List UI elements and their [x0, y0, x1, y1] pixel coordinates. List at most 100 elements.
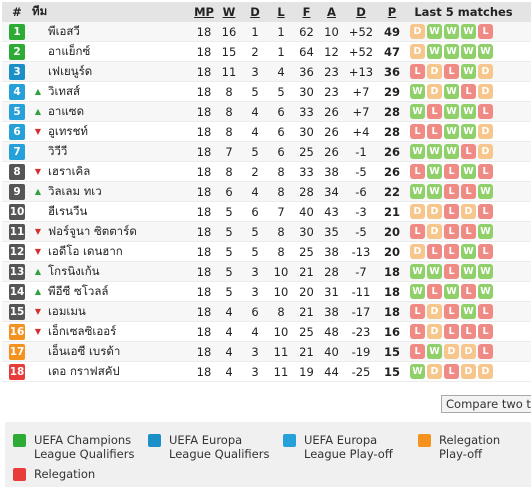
header-mp[interactable]: MP — [194, 5, 214, 19]
table-row[interactable]: 10 ฮีเรนวีน 18 5 6 7 40 43 -3 21 D D L D L — [2, 202, 531, 222]
form-result-badge[interactable]: L — [444, 64, 459, 79]
form-result-badge[interactable]: W — [444, 124, 459, 139]
form-result-badge[interactable]: L — [461, 324, 476, 339]
form-result-badge[interactable]: L — [427, 244, 442, 259]
form-result-badge[interactable]: L — [478, 24, 493, 39]
form-result-badge[interactable]: L — [444, 164, 459, 179]
form-result-badge[interactable]: L — [444, 304, 459, 319]
table-row[interactable]: 14 ▲ พีอีซี ซโวลล์ 18 5 3 10 20 31 -11 18 W L W L W — [2, 282, 531, 302]
table-row[interactable]: 12 ▼ เอดีโอ เดนฮาก 18 5 5 8 25 38 -13 20 D L L W L — [2, 242, 531, 262]
table-row[interactable]: 1 พีเอสวี 18 16 1 1 62 10 +52 49 D W W W L — [2, 22, 531, 42]
form-result-badge[interactable]: L — [444, 264, 459, 279]
team-name[interactable]: เฮราเคิล — [48, 163, 91, 178]
form-result-badge[interactable]: D — [427, 64, 442, 79]
form-result-badge[interactable]: D — [478, 84, 493, 99]
form-result-badge[interactable]: L — [478, 344, 493, 359]
team-name[interactable]: เอ็กเซลซิเออร์ — [48, 323, 117, 338]
form-result-badge[interactable]: W — [444, 84, 459, 99]
form-result-badge[interactable]: W — [427, 144, 442, 159]
team-name[interactable]: พีเอสวี — [48, 23, 80, 38]
form-result-badge[interactable]: L — [461, 84, 476, 99]
team-cell[interactable]: ฮีเรนวีน — [32, 203, 192, 221]
form-result-badge[interactable]: W — [427, 344, 442, 359]
form-result-badge[interactable]: W — [461, 44, 476, 59]
team-cell[interactable]: เดอ กราฟสคัป — [32, 363, 192, 381]
table-row[interactable]: 9 ▲ วิลเลม ทเว 18 6 4 8 28 34 -6 22 W W L L W — [2, 182, 531, 202]
form-result-badge[interactable]: W — [478, 284, 493, 299]
team-name[interactable]: ฮีเรนวีน — [48, 203, 88, 218]
form-result-badge[interactable]: L — [461, 144, 476, 159]
header-a[interactable]: A — [327, 5, 336, 19]
form-result-badge[interactable]: W — [478, 224, 493, 239]
team-cell[interactable]: พีเอสวี — [32, 23, 192, 41]
form-result-badge[interactable]: W — [444, 284, 459, 299]
form-result-badge[interactable]: D — [410, 24, 425, 39]
form-result-badge[interactable]: D — [410, 44, 425, 59]
form-result-badge[interactable]: L — [410, 64, 425, 79]
table-row[interactable]: 7 วิวีวี 18 7 5 6 25 26 -1 26 W W W L D — [2, 142, 531, 162]
form-result-badge[interactable]: W — [427, 24, 442, 39]
form-result-badge[interactable]: L — [410, 304, 425, 319]
form-result-badge[interactable]: W — [444, 44, 459, 59]
table-row[interactable]: 2 อาแย็กซ์ 18 15 2 1 64 12 +52 47 D W W W W — [2, 42, 531, 62]
form-result-badge[interactable]: D — [478, 364, 493, 379]
form-result-badge[interactable]: D — [410, 204, 425, 219]
team-name[interactable]: เอ็นเอซี เบรด้า — [48, 343, 121, 358]
form-result-badge[interactable]: D — [478, 124, 493, 139]
form-result-badge[interactable]: L — [410, 324, 425, 339]
form-result-badge[interactable]: L — [478, 164, 493, 179]
form-result-badge[interactable]: D — [461, 364, 476, 379]
form-result-badge[interactable]: W — [461, 164, 476, 179]
form-result-badge[interactable]: W — [410, 144, 425, 159]
form-result-badge[interactable]: W — [427, 44, 442, 59]
form-result-badge[interactable]: D — [461, 344, 476, 359]
form-result-badge[interactable]: D — [478, 144, 493, 159]
form-result-badge[interactable]: W — [461, 264, 476, 279]
form-result-badge[interactable]: L — [461, 184, 476, 199]
table-row[interactable]: 8 ▼ เฮราเคิล 18 8 2 8 33 38 -5 26 L W L W L — [2, 162, 531, 182]
form-result-badge[interactable]: W — [478, 44, 493, 59]
team-name[interactable]: โกรนิงเก้น — [48, 263, 100, 278]
form-result-badge[interactable]: W — [410, 184, 425, 199]
team-name[interactable]: เอมเมน — [48, 303, 86, 318]
team-name[interactable]: วิวีวี — [48, 143, 68, 158]
form-result-badge[interactable]: W — [410, 364, 425, 379]
form-result-badge[interactable]: D — [410, 244, 425, 259]
table-row[interactable]: 17 เอ็นเอซี เบรด้า 18 4 3 11 21 40 -19 15 L W D D L — [2, 342, 531, 362]
form-result-badge[interactable]: L — [478, 324, 493, 339]
team-cell[interactable]: เอ็นเอซี เบรด้า — [32, 343, 192, 361]
form-result-badge[interactable]: W — [427, 264, 442, 279]
form-result-badge[interactable]: W — [410, 264, 425, 279]
form-result-badge[interactable]: L — [478, 104, 493, 119]
team-cell[interactable]: ▲ พีอีซี ซโวลล์ — [32, 283, 192, 301]
form-result-badge[interactable]: L — [444, 364, 459, 379]
form-result-badge[interactable]: L — [427, 284, 442, 299]
team-name[interactable]: เอดีโอ เดนฮาก — [48, 243, 123, 258]
header-gd[interactable]: D — [356, 5, 366, 19]
form-result-badge[interactable]: W — [444, 104, 459, 119]
team-cell[interactable]: เฟเยนูร์ด — [32, 63, 192, 81]
header-w[interactable]: W — [222, 5, 236, 19]
team-name[interactable]: พีอีซี ซโวลล์ — [48, 283, 109, 298]
form-result-badge[interactable]: D — [427, 204, 442, 219]
team-cell[interactable]: ▼ เฮราเคิล — [32, 163, 192, 181]
form-result-badge[interactable]: W — [427, 164, 442, 179]
form-result-badge[interactable]: D — [444, 344, 459, 359]
form-result-badge[interactable]: W — [461, 104, 476, 119]
team-cell[interactable]: ▼ เอมเมน — [32, 303, 192, 321]
team-cell[interactable]: ▲ อาแซด — [32, 103, 192, 121]
form-result-badge[interactable]: W — [478, 184, 493, 199]
team-cell[interactable]: ▼ เอดีโอ เดนฮาก — [32, 243, 192, 261]
form-result-badge[interactable]: L — [427, 104, 442, 119]
form-result-badge[interactable]: D — [478, 64, 493, 79]
team-cell[interactable]: ▼ ฟอร์จูนา ซิตตาร์ด — [32, 223, 192, 241]
team-cell[interactable]: ▼ อูเทรชท์ — [32, 123, 192, 141]
form-result-badge[interactable]: D — [461, 204, 476, 219]
form-result-badge[interactable]: L — [410, 124, 425, 139]
form-result-badge[interactable]: D — [427, 224, 442, 239]
team-name[interactable]: วิเทสส์ — [48, 83, 81, 98]
table-row[interactable]: 16 ▼ เอ็กเซลซิเออร์ 18 4 4 10 25 48 -23 16 L D L L L — [2, 322, 531, 342]
form-result-badge[interactable]: L — [410, 224, 425, 239]
team-cell[interactable]: ▼ เอ็กเซลซิเออร์ — [32, 323, 192, 341]
form-result-badge[interactable]: L — [444, 324, 459, 339]
